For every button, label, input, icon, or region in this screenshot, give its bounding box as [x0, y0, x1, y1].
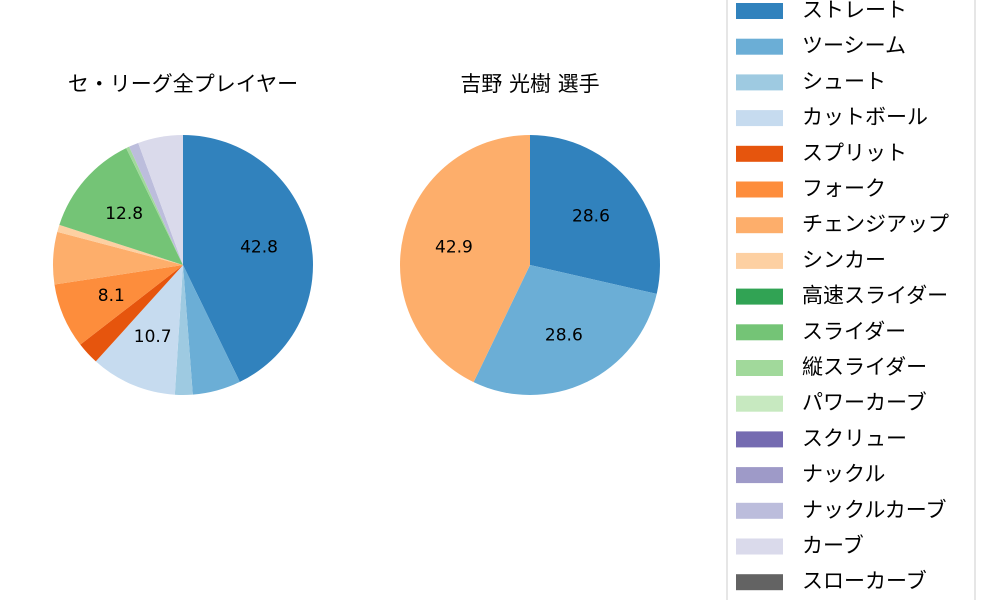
pie-slice — [95, 265, 183, 395]
legend-swatch — [736, 395, 783, 412]
legend-label: カーブ — [802, 534, 864, 558]
legend-swatch — [736, 324, 783, 341]
legend-swatch — [736, 502, 783, 519]
legend-label: スローカーブ — [802, 569, 927, 593]
legend-swatch — [736, 431, 783, 448]
legend-swatch — [736, 145, 783, 162]
pie-slice — [183, 135, 313, 382]
legend-swatch — [736, 538, 783, 555]
pie-slice — [59, 148, 183, 265]
pie-slice — [129, 142, 183, 265]
legend-label: チェンジアップ — [802, 212, 949, 236]
pie-slice — [126, 146, 183, 265]
legend-label: スプリット — [802, 141, 907, 165]
pie-slice — [530, 135, 660, 294]
legend-label: ツーシーム — [802, 34, 906, 58]
legend-box — [726, 0, 976, 600]
pie-slice — [138, 135, 183, 265]
legend-swatch — [736, 3, 783, 19]
legend-swatch — [736, 467, 783, 484]
legend-label: ナックルカーブ — [802, 498, 946, 522]
data-label: 10.7 — [134, 327, 172, 347]
legend-label: スクリュー — [802, 426, 907, 450]
legend-swatch — [736, 181, 783, 198]
legend-swatch — [736, 110, 783, 127]
legend-swatch — [736, 74, 783, 91]
legend-swatch — [736, 252, 783, 269]
legend-label: 高速スライダー — [802, 284, 948, 308]
legend-label: スライダー — [802, 319, 906, 343]
legend-swatch — [736, 217, 783, 234]
pie-slice — [174, 265, 193, 395]
chart-title: セ・リーグ全プレイヤー — [68, 72, 298, 96]
legend-label: カットボール — [802, 105, 928, 129]
legend-swatch — [736, 288, 783, 305]
pie-slice — [183, 265, 240, 395]
legend-label: ストレート — [802, 0, 907, 22]
pie-slice — [52, 231, 183, 285]
pie-slice — [54, 265, 183, 345]
legend-swatch — [736, 360, 783, 376]
legend-swatch — [736, 38, 783, 55]
legend-label: パワーカーブ — [802, 391, 927, 415]
pie-slice — [80, 265, 183, 362]
pie-slice — [473, 265, 657, 395]
data-label: 28.6 — [572, 206, 610, 226]
chart-title: 吉野 光樹 選手 — [460, 72, 599, 96]
legend-label: ナックル — [802, 462, 885, 486]
data-label: 42.9 — [435, 238, 473, 258]
legend-label: シュート — [802, 69, 886, 93]
pie-slice — [400, 135, 530, 383]
legend-label: シンカー — [802, 248, 886, 272]
data-label: 8.1 — [98, 286, 125, 306]
legend-label: 縦スライダー — [802, 355, 927, 379]
pie-slice — [57, 224, 183, 265]
legend-swatch — [736, 574, 783, 591]
data-label: 28.6 — [545, 325, 583, 345]
data-label: 12.8 — [105, 204, 143, 224]
data-label: 42.8 — [240, 238, 278, 258]
legend-label: フォーク — [802, 177, 886, 201]
